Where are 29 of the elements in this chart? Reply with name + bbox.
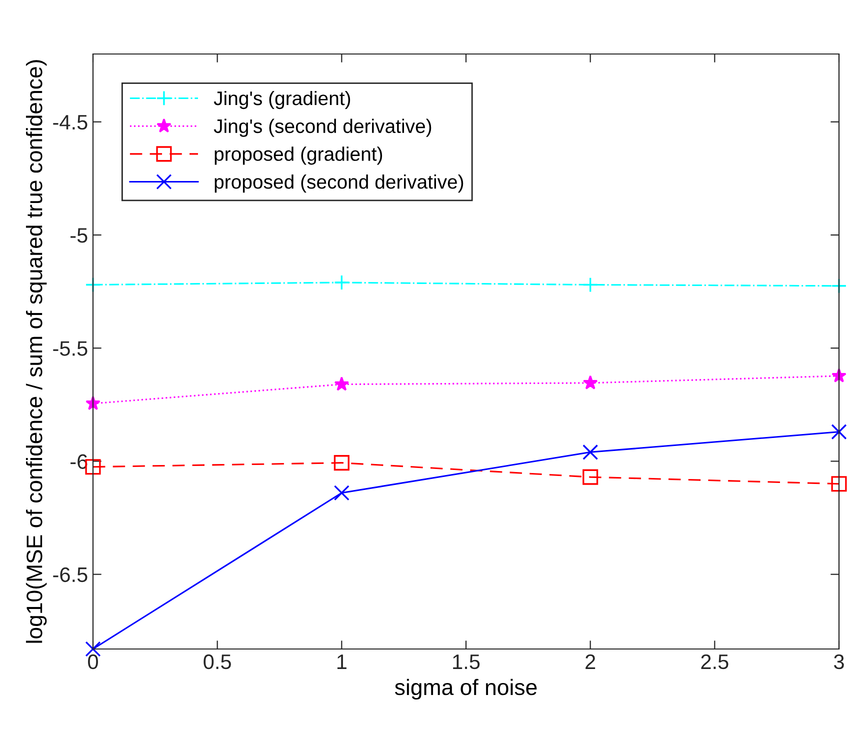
point	[582, 444, 598, 460]
point	[582, 375, 598, 390]
point	[831, 424, 847, 440]
x-tick-label: 0	[88, 654, 98, 670]
point	[831, 278, 847, 294]
point	[582, 276, 598, 293]
point	[334, 376, 350, 391]
point	[334, 274, 350, 290]
y-tick-label: -5.5	[53, 341, 88, 356]
y-axis-title: log10(MSE of confidence / sum of squared true confidence)	[26, 60, 47, 643]
x-tick-label: 0.5	[204, 654, 231, 670]
point	[334, 455, 350, 471]
point	[85, 276, 101, 293]
legend-label: Jing's (second derivative)	[214, 118, 432, 137]
legend-label: proposed (second derivative)	[214, 174, 464, 193]
y-tick-label: -6.5	[53, 567, 88, 582]
y-tick-label: -4.5	[53, 115, 88, 130]
point	[334, 485, 350, 501]
x-axis-title: sigma of noise	[394, 678, 537, 700]
x-tick-label: 1	[337, 654, 346, 669]
x-tick-label: 3	[834, 654, 844, 670]
x-tick-label: 2.5	[701, 654, 728, 670]
legend-label: Jing's (gradient)	[214, 90, 350, 110]
point	[831, 476, 847, 492]
x-tick-label: 2	[586, 654, 596, 669]
point	[582, 469, 598, 485]
legend-label: proposed (gradient)	[214, 146, 382, 165]
y-tick-label: -5	[70, 228, 88, 243]
x-tick-label: 1.5	[453, 654, 480, 670]
